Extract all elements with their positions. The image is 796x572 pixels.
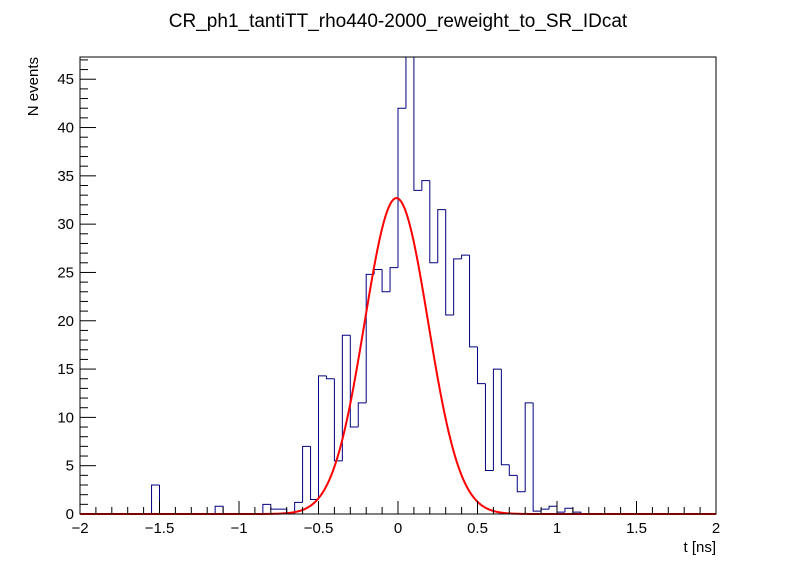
histogram-bin (429, 180, 438, 264)
histogram-bin (477, 346, 486, 385)
histogram-bin (445, 209, 454, 316)
histogram-bin (469, 255, 478, 348)
y-tick-label: 5 (66, 458, 74, 475)
x-tick-label: −1.5 (145, 520, 175, 537)
histogram-bin (302, 445, 311, 503)
histogram-bin (532, 402, 542, 512)
histogram-bin (508, 464, 518, 476)
x-tick-label: 2 (712, 520, 720, 537)
y-tick-label: 10 (57, 409, 74, 426)
chart-title: CR_ph1_tantiTT_rho440-2000_reweight_to_S… (169, 11, 628, 32)
histogram-bin (413, 57, 422, 191)
histogram-bin (516, 475, 526, 493)
histogram-bin (262, 503, 271, 514)
x-tick-label: −0.5 (304, 520, 334, 537)
histogram-bin (333, 378, 343, 462)
histogram-bin (461, 254, 470, 259)
histogram-bin (270, 504, 279, 510)
histogram-bin (548, 505, 557, 510)
x-tick-label: 0 (394, 520, 402, 537)
histogram-bin (540, 508, 550, 512)
histogram-bin (325, 375, 335, 380)
y-tick-label: 0 (66, 506, 74, 523)
histogram-bin (214, 505, 224, 514)
histogram-bin (389, 267, 398, 292)
histogram-bin (310, 446, 319, 501)
y-tick-label: 35 (57, 168, 74, 185)
y-tick-label: 30 (57, 216, 74, 233)
y-axis-label: N events (25, 57, 42, 116)
histogram-bin (381, 269, 391, 293)
histogram-bin (341, 334, 351, 461)
y-tick-label: 20 (57, 313, 74, 330)
histogram-bin (564, 507, 573, 513)
y-tick-label: 15 (57, 361, 74, 378)
histogram-bin (421, 180, 430, 191)
histogram-bin (357, 402, 367, 428)
histogram-bin (453, 258, 462, 315)
y-tick-label: 45 (57, 71, 74, 88)
histogram-bin (151, 484, 160, 514)
plot-area (80, 56, 716, 515)
x-axis-label: t [ns] (683, 539, 716, 556)
histogram-bin (365, 273, 375, 403)
histogram-bin (349, 335, 359, 428)
x-tick-label: 0.5 (467, 520, 488, 537)
histogram-bin (524, 402, 534, 492)
y-axis: 0 5 10 15 20 25 30 35 40 45 (57, 59, 96, 523)
histogram-bin (500, 369, 510, 466)
y-tick-label: 25 (57, 264, 74, 281)
histogram-bin (492, 368, 502, 471)
histogram-bin (556, 506, 565, 513)
x-tick-label: 1 (553, 520, 561, 537)
x-tick-label: 1.5 (626, 520, 647, 537)
histogram-bin (373, 269, 383, 275)
histogram-bin (318, 375, 327, 500)
x-axis: −2 −1.5 −1 −0.5 0 0.5 1 1.5 2 (71, 501, 720, 537)
histogram-bin (437, 209, 446, 263)
histogram-bin (397, 107, 406, 268)
histogram-bin (405, 56, 414, 109)
histogram-bin (159, 485, 168, 515)
histogram-bin (294, 501, 303, 514)
x-tick-label: −1 (230, 520, 247, 537)
y-tick-label: 40 (57, 120, 74, 137)
x-tick-label: −2 (71, 520, 88, 537)
histogram-bin (484, 383, 494, 472)
